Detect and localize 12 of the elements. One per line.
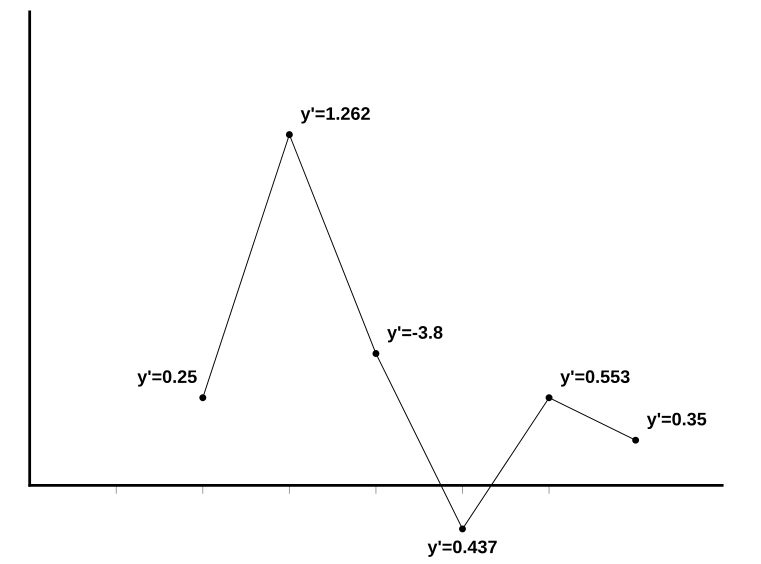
point — [286, 131, 293, 138]
annotation: y'=0.553 — [560, 370, 630, 387]
point — [372, 350, 380, 357]
point — [459, 525, 466, 532]
annotation: y'=0.25 — [137, 370, 197, 387]
text: y'=1.262 — [300, 107, 370, 124]
point — [199, 394, 206, 402]
point — [632, 436, 640, 444]
text: y'=0.437 — [428, 540, 497, 557]
annotation: y'=0.35 — [646, 412, 706, 430]
point — [546, 394, 553, 402]
annotation: y'=-3.8 — [387, 326, 442, 342]
